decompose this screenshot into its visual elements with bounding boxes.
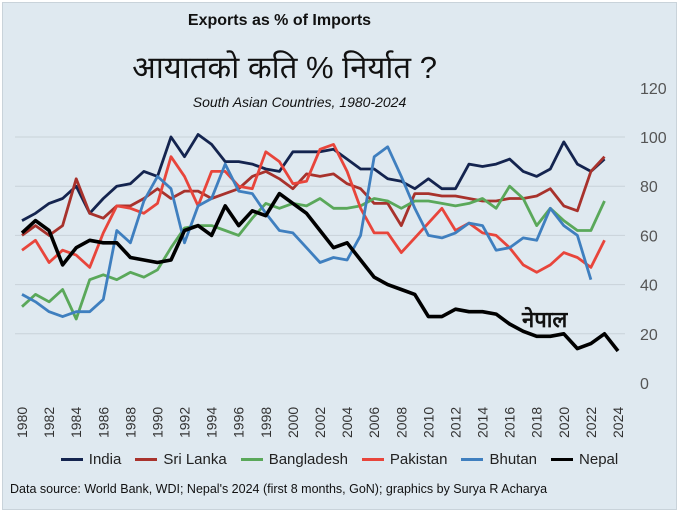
x-tick-label: 2004 <box>339 407 355 438</box>
x-tick-label: 1992 <box>177 407 193 438</box>
x-tick-label: 1988 <box>122 407 138 438</box>
x-tick-label: 2000 <box>285 407 301 438</box>
legend-label: Pakistan <box>389 451 448 468</box>
legend-swatch <box>361 458 384 461</box>
legend-item: Bangladesh <box>240 451 348 468</box>
source-note: Data source: World Bank, WDI; Nepal's 20… <box>10 482 548 496</box>
x-tick-label: 1990 <box>149 407 165 438</box>
legend-label: Sri Lanka <box>163 451 227 468</box>
chart-title-nepali: आयातको कति % निर्यात ? <box>132 50 437 85</box>
chart-subtitle: South Asian Countries, 1980-2024 <box>192 94 407 110</box>
chart-title: Exports as % of Imports <box>187 12 372 29</box>
y-tick-label: 60 <box>640 228 658 245</box>
legend: India Sri Lanka Bangladesh Pakistan Bhutan Ne… <box>0 451 679 468</box>
x-tick-label: 2020 <box>556 407 572 438</box>
y-tick-label: 0 <box>640 376 649 393</box>
nepal-annotation: नेपाल <box>521 306 568 333</box>
x-tick-label: 2008 <box>393 407 409 438</box>
x-tick-label: 1980 <box>14 407 30 438</box>
x-tick-label: 2014 <box>475 407 491 438</box>
x-tick-label: 2012 <box>447 407 463 438</box>
legend-swatch <box>240 458 263 461</box>
legend-label: Nepal <box>579 451 619 468</box>
legend-item: India <box>60 451 122 468</box>
legend-swatch <box>60 458 83 461</box>
legend-item: Pakistan <box>361 451 448 468</box>
legend-item: Bhutan <box>461 451 537 468</box>
legend-item: Nepal <box>551 451 618 468</box>
series-line-india <box>21 133 606 222</box>
y-tick-label: 100 <box>640 130 667 147</box>
y-tick-label: 120 <box>640 81 667 98</box>
x-tick-label: 1998 <box>258 407 274 438</box>
legend-swatch <box>551 458 574 461</box>
x-tick-label: 2018 <box>529 407 545 438</box>
legend-swatch <box>135 458 158 461</box>
x-tick-label: 1996 <box>231 407 247 438</box>
x-tick-label: 2010 <box>420 407 436 438</box>
series-line-pakistan <box>21 142 606 274</box>
legend-label: Bangladesh <box>268 451 348 468</box>
x-tick-label: 2016 <box>502 407 518 438</box>
y-tick-label: 20 <box>640 327 658 344</box>
x-tick-label: 1994 <box>204 407 220 438</box>
y-tick-label: 40 <box>640 278 658 295</box>
series-line-bangladesh <box>21 184 606 321</box>
x-tick-label: 2006 <box>366 407 382 438</box>
x-tick-label: 1986 <box>95 407 111 438</box>
x-tick-label: 2024 <box>610 407 626 438</box>
x-tick-label: 2022 <box>583 407 599 438</box>
series-line-nepal <box>20 191 620 353</box>
legend-item: Sri Lanka <box>135 451 227 468</box>
x-tick-label: 2002 <box>312 407 328 438</box>
x-tick-label: 1982 <box>41 407 57 438</box>
series-line-bhutan <box>21 145 593 319</box>
legend-swatch <box>461 458 484 461</box>
x-tick-label: 1984 <box>68 407 84 438</box>
y-tick-label: 80 <box>640 179 658 196</box>
legend-label: Bhutan <box>489 451 538 468</box>
legend-label: India <box>88 451 122 468</box>
